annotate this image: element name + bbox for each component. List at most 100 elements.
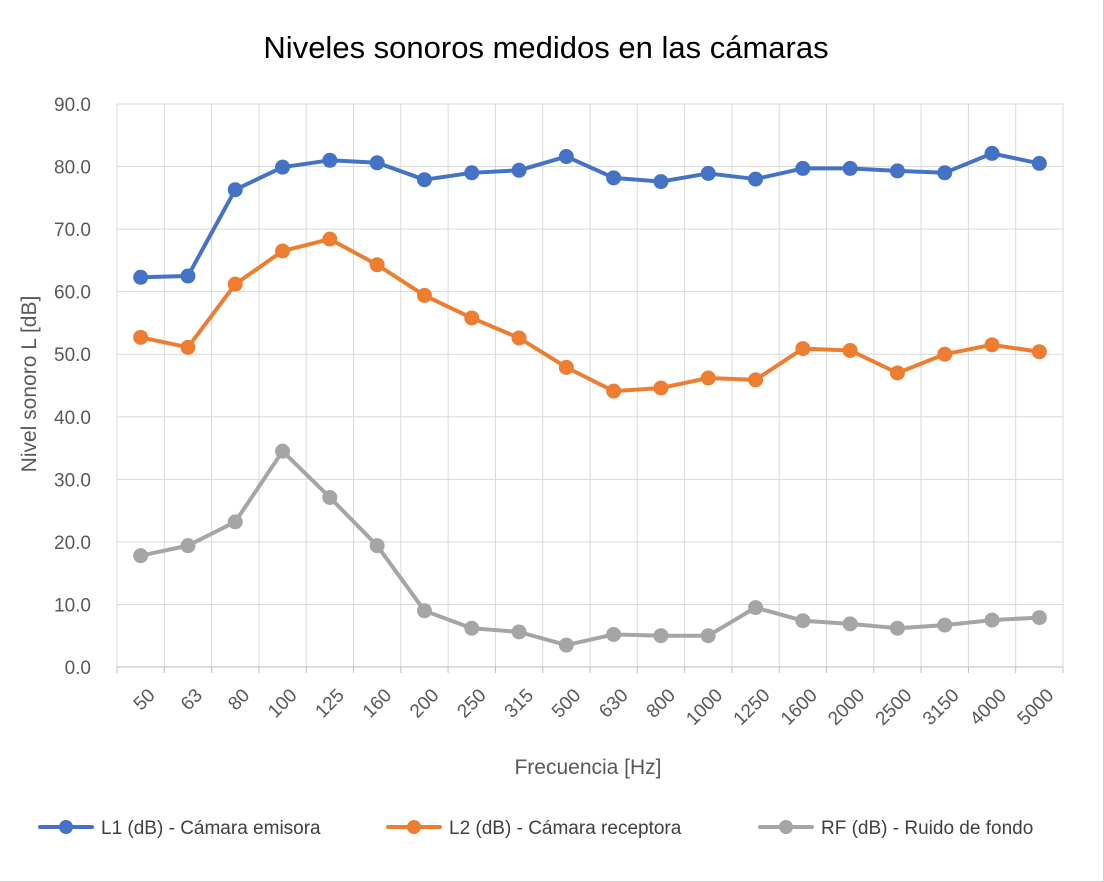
axes: 0.0 10.0 20.0 30.0 40.0 50.0 60.0 70.0 80.0 90.0 5…: [54, 95, 1064, 730]
data-point-series-2: [180, 339, 196, 355]
grid: [116, 103, 1064, 667]
data-point-series-1: [1031, 155, 1047, 171]
data-point-series-3: [653, 628, 669, 644]
x-tick-label: 100: [264, 685, 301, 722]
series-group: [133, 145, 1047, 653]
data-point-series-1: [748, 171, 764, 187]
data-point-series-1: [369, 155, 385, 171]
x-tick-label: 1250: [730, 685, 775, 730]
series-line-1: [138, 151, 1042, 280]
data-point-series-3: [416, 603, 432, 619]
data-point-series-2: [748, 372, 764, 388]
data-point-series-3: [889, 620, 905, 636]
data-point-series-3: [180, 538, 196, 554]
y-tick-label: 10.0: [54, 595, 91, 616]
x-tick-label: 200: [406, 685, 443, 722]
x-tick-label: 630: [595, 685, 632, 722]
data-point-series-2: [700, 370, 716, 386]
x-tick-label: 160: [359, 685, 396, 722]
data-point-series-1: [464, 165, 480, 181]
x-tick-label: 500: [548, 685, 585, 722]
x-axis-title: Frecuencia [Hz]: [514, 756, 661, 779]
legend: L1 (dB) - Cámara emisora L2 (dB) - Cámara…: [38, 818, 1033, 839]
data-point-series-2: [464, 310, 480, 326]
data-point-series-1: [795, 160, 811, 176]
data-point-series-1: [416, 172, 432, 188]
x-tick-label: 5000: [1014, 685, 1059, 730]
data-point-series-2: [227, 276, 243, 292]
data-point-series-2: [937, 346, 953, 362]
y-axis-title: Nivel sonoro L [dB]: [18, 296, 41, 473]
y-tick-label: 60.0: [54, 283, 91, 304]
y-tick-label: 90.0: [54, 95, 91, 116]
x-tick-label: 315: [501, 685, 538, 722]
data-point-series-1: [842, 160, 858, 176]
data-point-series-1: [558, 149, 574, 165]
data-point-series-2: [1031, 344, 1047, 360]
data-point-series-3: [984, 612, 1000, 628]
data-point-series-1: [180, 268, 196, 284]
x-tick-label: 250: [453, 685, 490, 722]
data-point-series-2: [795, 341, 811, 357]
y-tick-label: 70.0: [54, 220, 91, 241]
data-point-series-2: [369, 257, 385, 273]
y-tick-label: 20.0: [54, 533, 91, 554]
data-point-series-2: [653, 380, 669, 396]
x-tick-label: 63: [177, 685, 207, 715]
y-tick-label: 50.0: [54, 345, 91, 366]
legend-label-3: RF (dB) - Ruido de fondo: [821, 818, 1033, 839]
x-tick-label: 80: [224, 685, 254, 715]
x-tick-label: 125: [312, 685, 349, 722]
legend-label-1: L1 (dB) - Cámara emisora: [101, 818, 321, 839]
data-point-series-3: [369, 538, 385, 554]
data-point-series-1: [511, 162, 527, 178]
data-point-series-1: [984, 145, 1000, 161]
data-point-series-3: [748, 600, 764, 616]
data-point-series-3: [842, 616, 858, 632]
data-point-series-2: [889, 365, 905, 381]
x-tick-label: 800: [643, 685, 680, 722]
data-point-series-3: [464, 620, 480, 636]
x-tick-label: 3150: [919, 685, 964, 730]
data-point-series-2: [133, 329, 149, 345]
data-point-series-3: [322, 489, 338, 505]
data-point-series-2: [842, 342, 858, 358]
legend-marker-2: [407, 820, 421, 834]
x-tick-label: 50: [130, 685, 160, 715]
x-tick-label: 2000: [824, 685, 869, 730]
data-point-series-2: [984, 337, 1000, 353]
data-point-series-2: [322, 231, 338, 247]
legend-marker-1: [59, 820, 73, 834]
data-point-series-3: [606, 626, 622, 642]
x-tick-label: 1000: [682, 685, 727, 730]
data-point-series-1: [653, 174, 669, 190]
data-point-series-1: [227, 182, 243, 198]
data-point-series-1: [322, 152, 338, 168]
y-tick-label: 40.0: [54, 408, 91, 429]
data-point-series-2: [416, 287, 432, 303]
y-tick-label: 80.0: [54, 158, 91, 179]
data-point-series-3: [937, 617, 953, 633]
series-line-3: [138, 449, 1042, 648]
data-point-series-2: [511, 330, 527, 346]
x-tick-label: 1600: [777, 685, 822, 730]
data-point-series-1: [937, 165, 953, 181]
data-point-series-2: [275, 243, 291, 259]
chart-title: Niveles sonoros medidos en las cámaras: [263, 30, 828, 65]
data-point-series-1: [133, 269, 149, 285]
x-tick-label: 2500: [872, 685, 917, 730]
data-point-series-2: [606, 383, 622, 399]
data-point-series-1: [700, 165, 716, 181]
legend-marker-3: [779, 820, 793, 834]
x-tick-label: 4000: [966, 685, 1011, 730]
y-tick-label: 30.0: [54, 470, 91, 491]
y-tick-label: 0.0: [65, 658, 91, 679]
data-point-series-1: [275, 159, 291, 175]
legend-label-2: L2 (dB) - Cámara receptora: [449, 818, 682, 839]
data-point-series-3: [1031, 610, 1047, 626]
data-point-series-3: [558, 637, 574, 653]
data-point-series-1: [606, 170, 622, 186]
data-point-series-3: [795, 613, 811, 629]
series-line-2: [138, 237, 1042, 394]
